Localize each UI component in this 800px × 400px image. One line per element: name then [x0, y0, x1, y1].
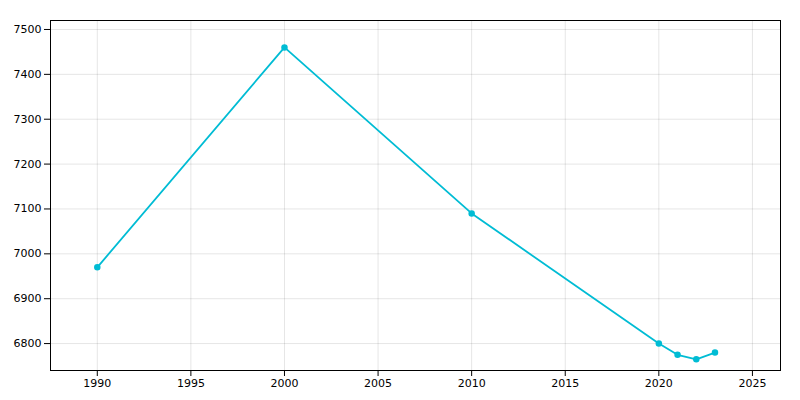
svg-text:2020: 2020 [645, 377, 673, 390]
svg-text:7500: 7500 [14, 23, 42, 36]
svg-text:7200: 7200 [14, 158, 42, 171]
svg-text:2010: 2010 [458, 377, 486, 390]
svg-text:1995: 1995 [177, 377, 205, 390]
svg-text:7300: 7300 [14, 113, 42, 126]
svg-text:6900: 6900 [14, 292, 42, 305]
svg-text:6800: 6800 [14, 337, 42, 350]
svg-text:7400: 7400 [14, 68, 42, 81]
svg-text:7100: 7100 [14, 202, 42, 215]
svg-text:7000: 7000 [14, 247, 42, 260]
svg-text:2005: 2005 [364, 377, 392, 390]
svg-text:2000: 2000 [270, 377, 298, 390]
svg-text:2015: 2015 [551, 377, 579, 390]
svg-text:2025: 2025 [738, 377, 766, 390]
svg-text:1990: 1990 [83, 377, 111, 390]
